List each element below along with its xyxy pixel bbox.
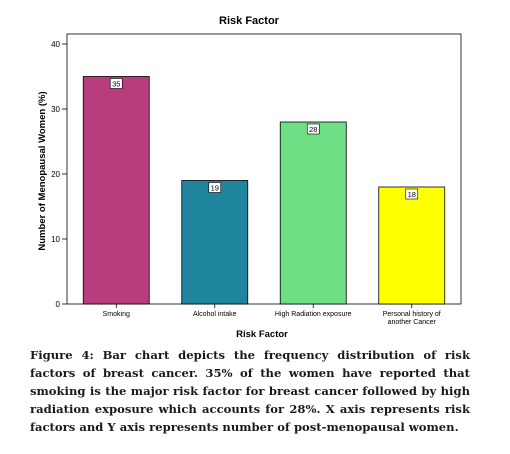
data-label: 28 — [309, 125, 317, 134]
x-tick-label: Personal history of — [383, 311, 441, 318]
figure-caption: Figure 4: Bar chart depicts the frequenc… — [30, 348, 470, 434]
y-tick-label: 20 — [51, 170, 60, 179]
y-tick-label: 10 — [51, 235, 60, 244]
x-tick-label: Alcohol intake — [193, 311, 237, 318]
data-label: 18 — [408, 190, 416, 199]
data-label: 35 — [112, 80, 120, 89]
y-tick-label: 30 — [51, 105, 60, 114]
bar — [378, 186, 446, 305]
bar — [279, 121, 347, 305]
bar — [82, 76, 150, 305]
plot-area — [66, 33, 462, 305]
chart-title: Risk Factor — [219, 15, 280, 27]
data-label-box — [208, 182, 222, 193]
y-axis: 0 10 20 30 40 — [51, 40, 67, 309]
x-axis-label: Risk Factor — [236, 329, 288, 340]
x-axis: Smoking Alcohol intake High Radiation expo… — [103, 304, 441, 326]
x-tick-label: another Cancer — [388, 319, 437, 326]
data-label-box — [405, 188, 419, 200]
bars: 35 19 28 18 — [82, 76, 446, 305]
y-tick-label: 40 — [51, 40, 60, 49]
data-label-box — [109, 78, 123, 89]
x-tick-label: High Radiation exposure — [275, 311, 352, 318]
y-tick-label: 0 — [56, 300, 61, 309]
data-label: 19 — [211, 184, 219, 193]
bar-chart: Risk Factor Number of Menopausal Women (… — [37, 15, 462, 340]
bar — [181, 180, 249, 305]
y-axis-label: Number of Menopausal Women (%) — [37, 91, 48, 250]
data-label-box — [306, 123, 320, 135]
x-tick-label: Smoking — [103, 311, 130, 318]
